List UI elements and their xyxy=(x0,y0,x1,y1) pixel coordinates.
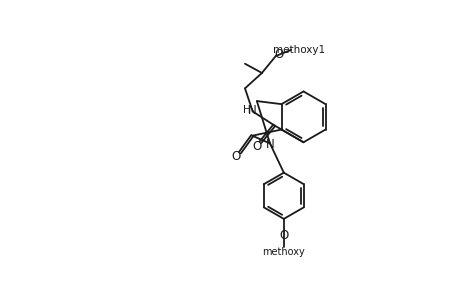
Text: O: O xyxy=(252,140,261,153)
Text: O: O xyxy=(274,48,283,61)
Text: methoxy: methoxy xyxy=(262,247,304,257)
Text: O: O xyxy=(279,229,288,242)
Text: O: O xyxy=(231,150,240,163)
Text: H: H xyxy=(243,105,251,115)
Text: N: N xyxy=(248,104,257,117)
Text: N: N xyxy=(266,139,274,152)
Text: methoxy1: methoxy1 xyxy=(272,45,324,55)
